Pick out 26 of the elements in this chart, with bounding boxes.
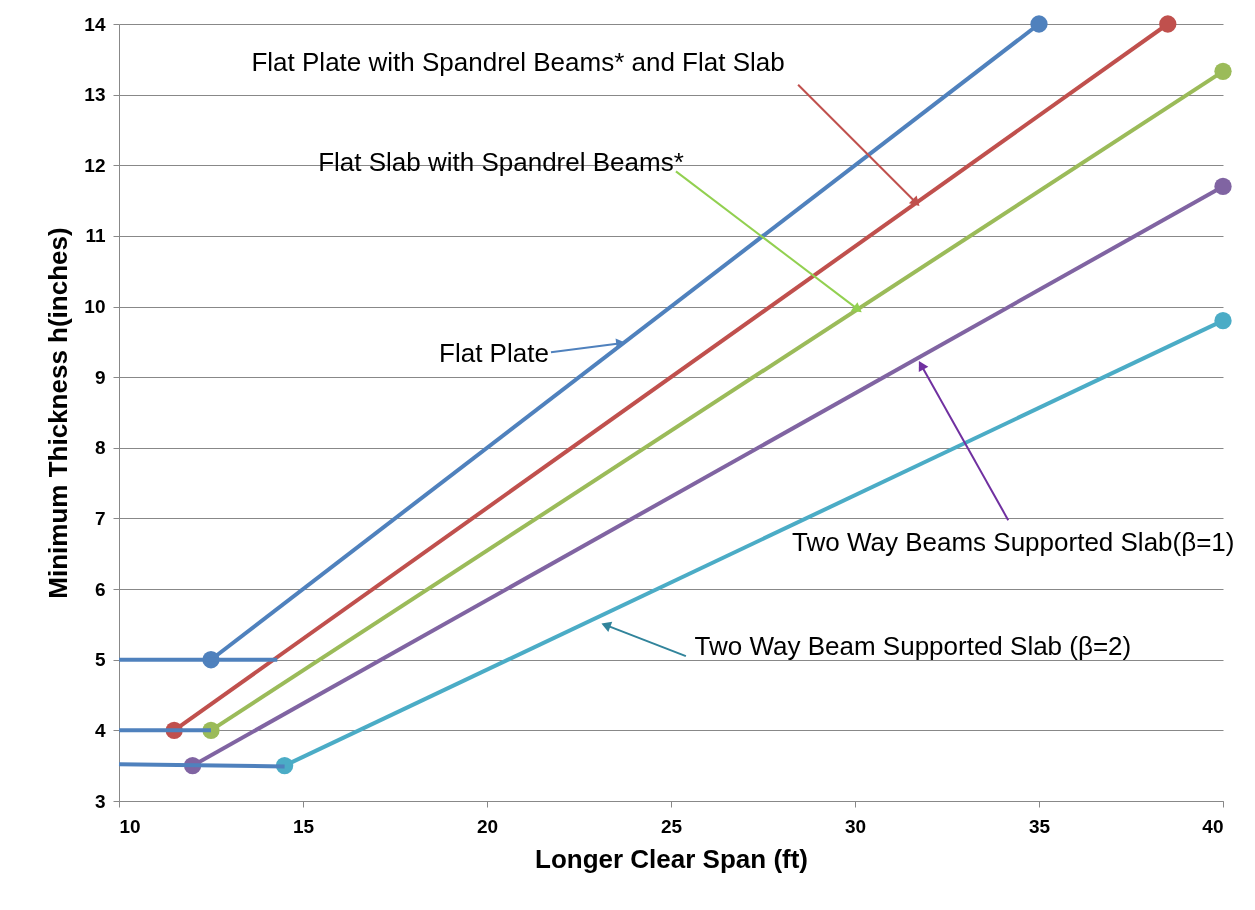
x-tick-label: 25	[660, 815, 683, 837]
y-tick-label: 11	[85, 225, 106, 247]
y-tick-label: 5	[94, 649, 106, 671]
y-tick-label: 7	[94, 507, 106, 529]
x-tick-label: 35	[1028, 815, 1051, 837]
x-tick-label: 10	[119, 815, 141, 837]
y-tick-label: 6	[94, 578, 106, 600]
y-tick-label: 12	[84, 154, 106, 176]
x-axis-title: Longer Clear Span (ft)	[534, 843, 809, 874]
y-tick-label: 10	[84, 296, 106, 318]
x-tick-label: 20	[476, 815, 499, 837]
annotation: Flat Slab with Spandrel Beams*	[318, 147, 684, 178]
annotation: Two Way Beam Supported Slab (β=2)	[694, 631, 1132, 662]
x-tick-label: 40	[1202, 815, 1224, 837]
annotation: Two Way Beams Supported Slab(β=1)	[792, 527, 1235, 558]
annotation: Flat Plate	[439, 338, 549, 369]
x-tick-label: 15	[292, 815, 315, 837]
y-axis-title: Minimum Thickness h(inches)	[43, 227, 74, 599]
y-tick-label: 4	[94, 719, 106, 741]
y-tick-label: 14	[84, 13, 106, 35]
annotation: Flat Plate with Spandrel Beams* and Flat Slab	[251, 46, 785, 77]
x-tick-label: 30	[844, 815, 867, 837]
y-tick-label: 3	[94, 790, 106, 812]
y-tick-label: 8	[94, 437, 106, 459]
y-tick-label: 13	[84, 84, 106, 106]
y-tick-label: 9	[94, 366, 106, 388]
